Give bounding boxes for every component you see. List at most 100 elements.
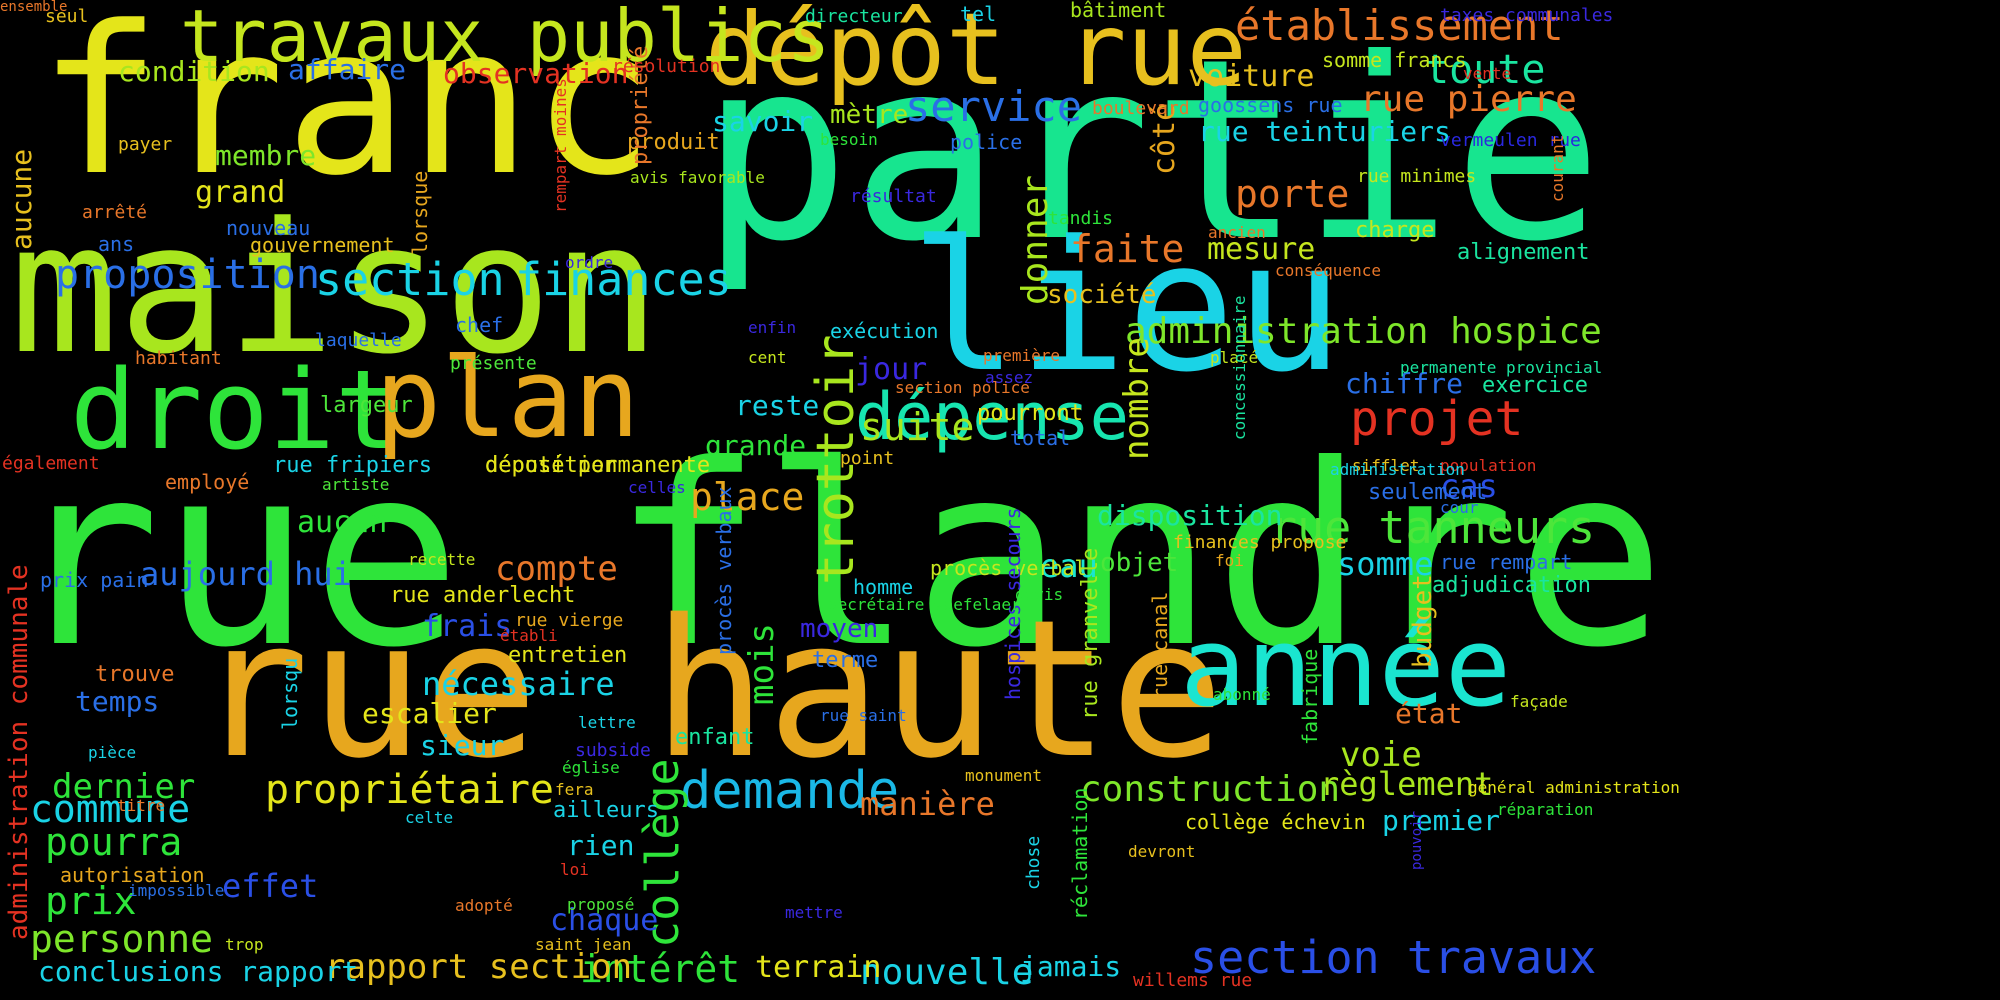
word-secretaire-waefelaer: secrétaire waefelaer <box>828 595 1021 614</box>
word-toute: toute <box>1425 47 1546 93</box>
word-dernier: dernier <box>52 767 196 807</box>
word-droit: droit <box>70 346 402 474</box>
word-proposition: proposition <box>55 252 320 298</box>
word-ans: ans <box>98 232 135 256</box>
word-administration-hospice: administration hospice <box>1125 311 1602 352</box>
word-commune: commune <box>30 787 191 831</box>
word-sieur: sieur <box>420 729 505 762</box>
word-presente: présente <box>450 353 537 374</box>
word-deposition: déposition <box>485 453 618 478</box>
word-total: total <box>1010 426 1071 450</box>
word-foi: foi <box>1215 551 1244 570</box>
word-disposition: disposition <box>1097 499 1283 532</box>
word-rien: rien <box>567 829 635 862</box>
word-gouvernement: gouvernement <box>250 233 395 257</box>
word-rue-tanneurs: rue tanneurs <box>1270 501 1596 554</box>
word-proprietaire: propriétaire <box>265 767 554 813</box>
word-boulevard: boulevard <box>1092 98 1190 119</box>
word-etat: état <box>1395 697 1463 730</box>
word-necessaire: nécessaire <box>422 665 615 703</box>
word-terme: terme <box>812 648 879 673</box>
word-section-police: section police <box>895 378 1030 397</box>
word-arrete: arrêté <box>82 202 148 223</box>
word-vermeulen-rue: vermeulen rue <box>1440 130 1581 151</box>
word-abonne: abonné <box>1213 685 1271 704</box>
word-subside: subside <box>575 740 651 761</box>
word-propose: proposé <box>567 895 635 914</box>
word-college-echevin: collège échevin <box>1185 810 1366 834</box>
word-execution: exécution <box>830 319 939 343</box>
word-section: section <box>315 253 505 306</box>
word-habitant: habitant <box>135 348 222 369</box>
word-proces-verbaux: procès verbaux <box>712 486 736 655</box>
word-faite: faite <box>1070 227 1185 271</box>
word-celles: celles <box>628 478 686 497</box>
word-cent: cent <box>748 348 787 367</box>
word-personne: personne <box>30 917 214 961</box>
word-permanente-provincial: permanente provincial <box>1400 358 1603 377</box>
word-willems-rue: willems rue <box>1133 970 1253 991</box>
word-chose: chose <box>1023 835 1044 890</box>
word-recette: recette <box>408 550 476 569</box>
word-administration-communale: administration communale <box>4 564 34 940</box>
word-produit: produit <box>627 130 720 155</box>
word-ailleurs: ailleurs <box>553 798 659 823</box>
word-place: place <box>690 475 805 519</box>
word-aucune: aucune <box>5 148 38 250</box>
word-membre: membre <box>215 139 317 172</box>
word-section-travaux: section travaux <box>1190 931 1597 984</box>
word-enfin: enfin <box>748 318 797 337</box>
word-finances: finances <box>515 253 732 306</box>
word-fabrique: fabrique <box>1298 648 1322 745</box>
word-enfant: enfant <box>675 725 755 750</box>
word-goossens-rue: goossens rue <box>1198 93 1343 117</box>
word-tandis: tandis <box>1048 208 1114 229</box>
word-reclamation: réclamation <box>1068 787 1092 920</box>
word-construction: construction <box>1080 769 1341 810</box>
word-mettre: mettre <box>785 903 843 922</box>
word-adopte: adopté <box>455 896 513 915</box>
word-rue-flandre: rue flandre <box>10 411 1666 702</box>
word-resultat: résultat <box>850 186 937 207</box>
word-nouvelle: nouvelle <box>860 952 1034 993</box>
word-rapport-section: rapport section <box>325 947 633 987</box>
word-facade: façade <box>1510 692 1568 711</box>
word-police: police <box>950 130 1023 154</box>
word-rue-haute: rue haute <box>195 579 1225 800</box>
word-demande: demande <box>680 761 900 821</box>
word-administration: administration <box>1330 460 1465 479</box>
word-batiment: bâtiment <box>1070 0 1167 22</box>
word-trouve: trouve <box>95 662 175 687</box>
word-terrain: terrain <box>755 950 882 985</box>
word-premier: premier <box>1382 804 1501 837</box>
word-directeur: directeur <box>805 6 903 27</box>
word-seul: seul <box>45 6 89 27</box>
word-titre: titre <box>117 796 166 815</box>
word-point: point <box>840 448 895 469</box>
word-projet: projet <box>1350 391 1524 447</box>
word-effet: effet <box>222 867 319 905</box>
word-observation: observation <box>443 57 629 90</box>
word-chiffre: chiffre <box>1345 367 1464 400</box>
word-ancien: ancien <box>1208 223 1266 242</box>
word-cour: cour <box>1440 498 1479 517</box>
word-chef: chef <box>455 313 504 337</box>
word-rue-granvelle: rue granvelle <box>1078 547 1103 720</box>
word-vente: vente <box>1463 64 1512 83</box>
word-porte: porte <box>1235 172 1350 216</box>
word-devis: devis <box>1015 585 1064 604</box>
word-pourra: pourra <box>45 820 183 864</box>
word-cas: cas <box>1440 467 1498 505</box>
word-monument: monument <box>965 766 1043 785</box>
word-egalement: également <box>2 453 100 474</box>
word-metre: mètre <box>830 100 909 130</box>
word-rue-fripiers: rue fripiers <box>273 453 432 478</box>
word-resolution: résolution <box>612 56 721 77</box>
word-alignement: alignement <box>1457 240 1590 265</box>
word-eau: eau <box>1040 547 1098 585</box>
word-moyen: moyen <box>800 614 879 644</box>
word-somme: somme <box>1337 545 1434 583</box>
word-savoir: savoir <box>712 105 814 138</box>
word-condition: condition <box>118 55 270 88</box>
